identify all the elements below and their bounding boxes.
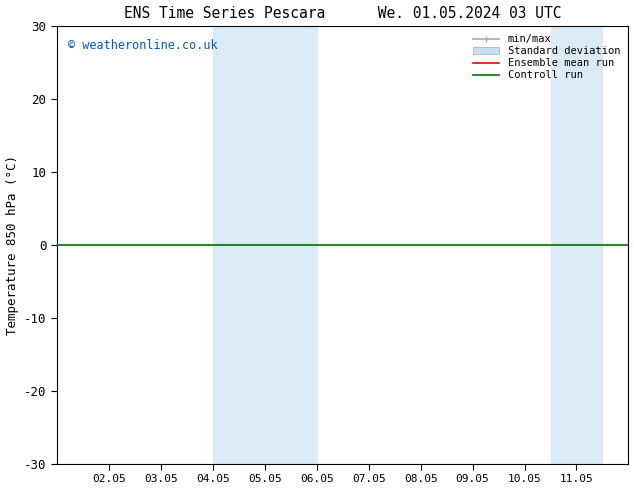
Bar bbox=[213, 26, 317, 464]
Legend: min/max, Standard deviation, Ensemble mean run, Controll run: min/max, Standard deviation, Ensemble me… bbox=[470, 31, 623, 84]
Title: ENS Time Series Pescara      We. 01.05.2024 03 UTC: ENS Time Series Pescara We. 01.05.2024 0… bbox=[124, 5, 562, 21]
Y-axis label: Temperature 850 hPa (°C): Temperature 850 hPa (°C) bbox=[6, 155, 18, 335]
Text: © weatheronline.co.uk: © weatheronline.co.uk bbox=[68, 39, 218, 52]
Bar bbox=[550, 26, 602, 464]
